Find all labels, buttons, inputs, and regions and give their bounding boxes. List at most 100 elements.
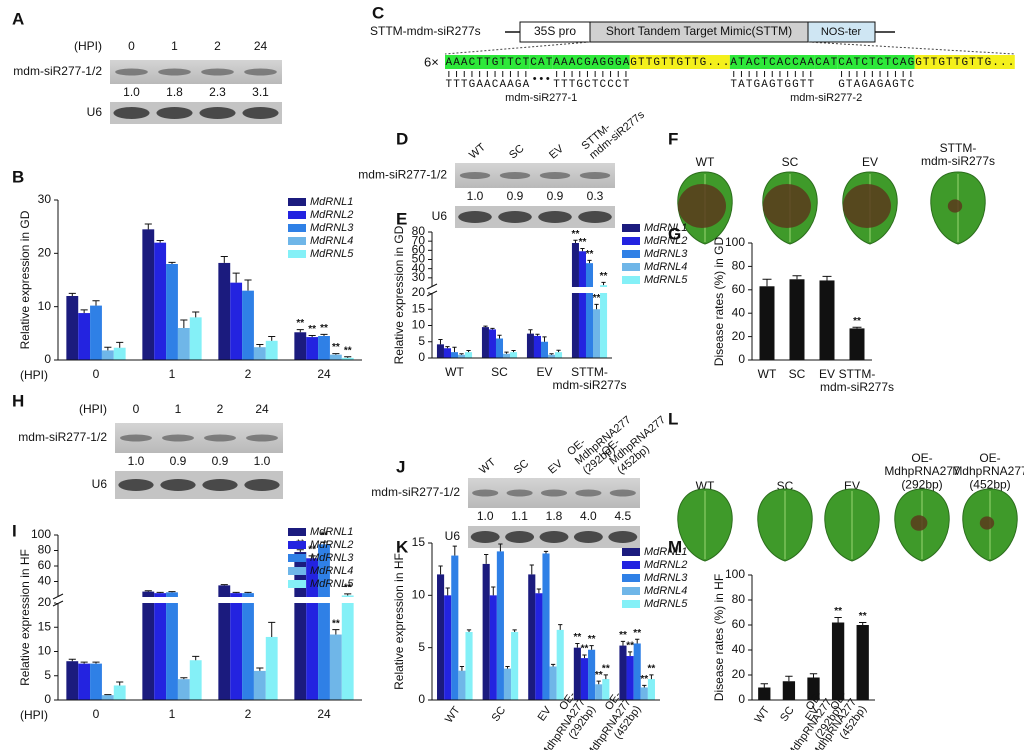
error-bar: [80, 309, 88, 314]
legend-swatch: [622, 276, 640, 284]
band: [459, 172, 491, 179]
target-strand: TATGAGTGGTT: [730, 79, 814, 91]
bar: [230, 593, 243, 700]
bar: [450, 352, 459, 358]
band: [202, 479, 238, 491]
significance: **: [320, 323, 328, 334]
error-bar: [92, 661, 100, 664]
band: [505, 531, 535, 543]
lane-label: EV: [547, 142, 566, 161]
quant-label: 0.3: [587, 189, 604, 203]
x-tick-label: 1: [169, 707, 176, 721]
band: [539, 172, 571, 179]
bar: [318, 544, 330, 700]
bar: [66, 661, 79, 700]
break-mark: [426, 283, 438, 297]
error-bar: [635, 638, 640, 644]
y-axis-label: Disease rates (%) in GD: [712, 236, 726, 366]
bar: [341, 357, 354, 360]
quant-label: 0.9: [547, 189, 564, 203]
quant-label: 2.3: [209, 85, 226, 99]
bar: [465, 352, 473, 358]
error-bar: [596, 680, 601, 685]
band: [201, 68, 234, 76]
significance: **: [593, 293, 601, 304]
error-bar: [594, 303, 599, 310]
y-tick-label: 0: [418, 350, 425, 364]
band: [506, 489, 533, 497]
lesion: [678, 184, 726, 228]
leaf-label: STTM-mdm-siR277s: [921, 141, 995, 168]
bar: [242, 290, 254, 360]
significance: **: [308, 324, 316, 335]
bar: [458, 670, 466, 700]
legend-label: MdRNL3: [310, 222, 354, 234]
error-bar: [589, 645, 594, 650]
error-bar: [116, 681, 124, 686]
y-axis-label: Relative expression in HF: [392, 553, 406, 690]
panel-label: H: [12, 391, 24, 410]
leaf-label: OE-MdhpRNA277 (452bp): [952, 451, 1024, 491]
band: [244, 479, 280, 491]
band: [113, 107, 150, 119]
bar: [573, 647, 581, 700]
bar: [503, 668, 512, 700]
band: [115, 68, 148, 76]
lane-label: SC: [512, 457, 531, 476]
sequence-segment: [837, 55, 915, 69]
bar: [511, 631, 519, 700]
y-tick-label: 20: [732, 667, 746, 681]
bar: [101, 350, 114, 360]
x-tick-label: 2: [245, 707, 252, 721]
terminator-box: [807, 21, 876, 43]
bar: [294, 552, 307, 700]
y-tick-label: 15: [38, 619, 52, 633]
bar: [154, 242, 167, 360]
legend-label: MdRNL4: [310, 565, 353, 577]
bar: [242, 593, 254, 700]
construct-name: STTM-mdm-siR277s: [370, 24, 481, 38]
bar: [533, 335, 541, 358]
mirna-name: mdm-siR277-2: [790, 92, 862, 104]
error-bar: [68, 658, 76, 662]
bar: [849, 328, 865, 360]
band: [579, 172, 611, 179]
band: [120, 434, 152, 442]
band: [498, 211, 532, 223]
error-bar: [580, 248, 585, 252]
x-tick-label: 0: [93, 707, 100, 721]
band: [458, 211, 492, 223]
error-bar: [445, 587, 450, 596]
legend-swatch: [622, 574, 640, 582]
legend-label: MdRNL4: [644, 585, 687, 597]
blot-strip: [455, 206, 615, 228]
x-tick-label: 24: [317, 367, 331, 381]
x-axis-label: (HPI): [20, 368, 48, 382]
x-tick-label: SC: [491, 365, 508, 379]
bar: [528, 574, 536, 700]
significance: **: [581, 644, 589, 655]
y-tick-label: 20: [412, 285, 426, 299]
lesion: [947, 199, 963, 213]
bar: [189, 660, 202, 700]
legend-swatch: [622, 263, 640, 271]
panel-label: F: [668, 129, 678, 148]
bar: [189, 317, 202, 360]
y-tick-label: 60: [412, 243, 426, 257]
y-tick-label: 5: [44, 668, 51, 682]
error-bar: [852, 326, 862, 329]
y-tick-label: 70: [412, 233, 426, 247]
bar: [580, 658, 589, 700]
error-bar: [68, 292, 76, 296]
zoom-line: [444, 41, 591, 55]
error-bar: [156, 240, 164, 243]
target-strand: TTTGCTCCCT: [553, 79, 629, 91]
y-tick-label: 10: [412, 588, 426, 602]
error-bar: [642, 684, 647, 688]
error-bar: [556, 349, 561, 353]
y-tick-label: 0: [418, 692, 425, 706]
sequence-text: CAT: [530, 57, 552, 69]
bar: [78, 663, 91, 700]
